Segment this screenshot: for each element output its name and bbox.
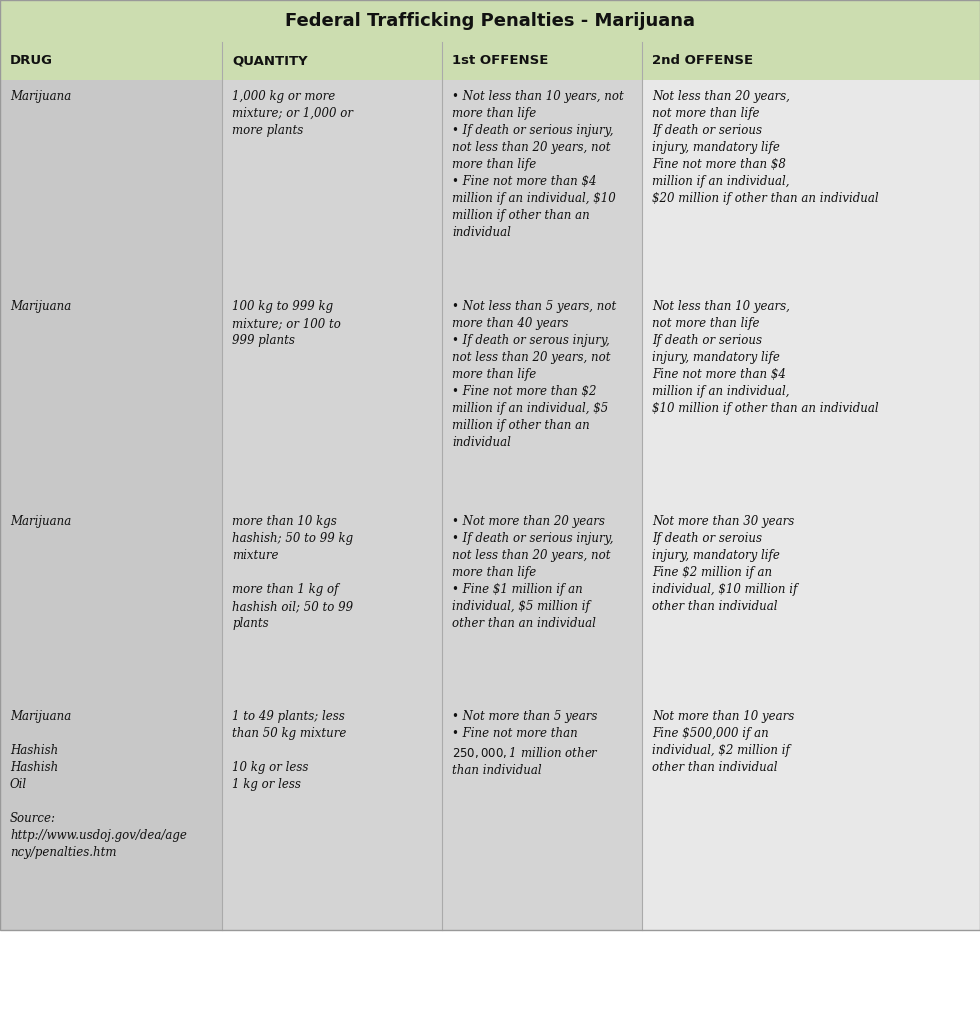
Bar	[642, 80, 980, 290]
Bar	[442, 80, 642, 290]
Bar	[0, 0, 980, 42]
Text: 2nd OFFENSE: 2nd OFFENSE	[652, 54, 753, 68]
Text: Marijuana

Hashish
Hashish
Oil

Source:
http://www.usdoj.gov/dea/age
ncy/penalti: Marijuana Hashish Hashish Oil Source: ht…	[10, 710, 187, 859]
Text: Not more than 30 years
If death or seroius
injury, mandatory life
Fine $2 millio: Not more than 30 years If death or seroi…	[652, 515, 798, 613]
Bar	[442, 700, 642, 930]
Text: Marijuana: Marijuana	[10, 300, 72, 313]
Bar	[0, 80, 222, 290]
Text: Federal Trafficking Penalties - Marijuana: Federal Trafficking Penalties - Marijuan…	[285, 12, 695, 30]
Bar	[0, 505, 222, 700]
Text: Not more than 10 years
Fine $500,000 if an
individual, $2 million if
other than : Not more than 10 years Fine $500,000 if …	[652, 710, 794, 774]
Bar	[222, 290, 442, 505]
Text: • Not more than 5 years
• Fine not more than
$250,000, $1 million other
than ind: • Not more than 5 years • Fine not more …	[452, 710, 599, 777]
Text: 100 kg to 999 kg
mixture; or 100 to
999 plants: 100 kg to 999 kg mixture; or 100 to 999 …	[232, 300, 341, 347]
Bar	[0, 700, 222, 930]
Text: QUANTITY: QUANTITY	[232, 54, 308, 68]
Bar	[222, 80, 442, 290]
Text: DRUG: DRUG	[10, 54, 53, 68]
Text: Marijuana: Marijuana	[10, 90, 72, 103]
Text: 1 to 49 plants; less
than 50 kg mixture

10 kg or less
1 kg or less: 1 to 49 plants; less than 50 kg mixture …	[232, 710, 346, 791]
Bar	[222, 700, 442, 930]
Bar	[222, 505, 442, 700]
Bar	[642, 290, 980, 505]
Bar	[642, 700, 980, 930]
Bar	[642, 505, 980, 700]
Text: 1,000 kg or more
mixture; or 1,000 or
more plants: 1,000 kg or more mixture; or 1,000 or mo…	[232, 90, 353, 137]
Bar	[0, 290, 222, 505]
Text: Marijuana: Marijuana	[10, 515, 72, 528]
Text: Not less than 20 years,
not more than life
If death or serious
injury, mandatory: Not less than 20 years, not more than li…	[652, 90, 879, 205]
Bar	[442, 290, 642, 505]
Text: more than 10 kgs
hashish; 50 to 99 kg
mixture

more than 1 kg of
hashish oil; 50: more than 10 kgs hashish; 50 to 99 kg mi…	[232, 515, 353, 630]
Text: • Not more than 20 years
• If death or serious injury,
not less than 20 years, n: • Not more than 20 years • If death or s…	[452, 515, 613, 630]
Bar	[0, 42, 980, 80]
Bar	[442, 505, 642, 700]
Text: • Not less than 10 years, not
more than life
• If death or serious injury,
not l: • Not less than 10 years, not more than …	[452, 90, 623, 239]
Text: • Not less than 5 years, not
more than 40 years
• If death or serous injury,
not: • Not less than 5 years, not more than 4…	[452, 300, 616, 449]
Text: Not less than 10 years,
not more than life
If death or serious
injury, mandatory: Not less than 10 years, not more than li…	[652, 300, 879, 415]
Text: 1st OFFENSE: 1st OFFENSE	[452, 54, 549, 68]
